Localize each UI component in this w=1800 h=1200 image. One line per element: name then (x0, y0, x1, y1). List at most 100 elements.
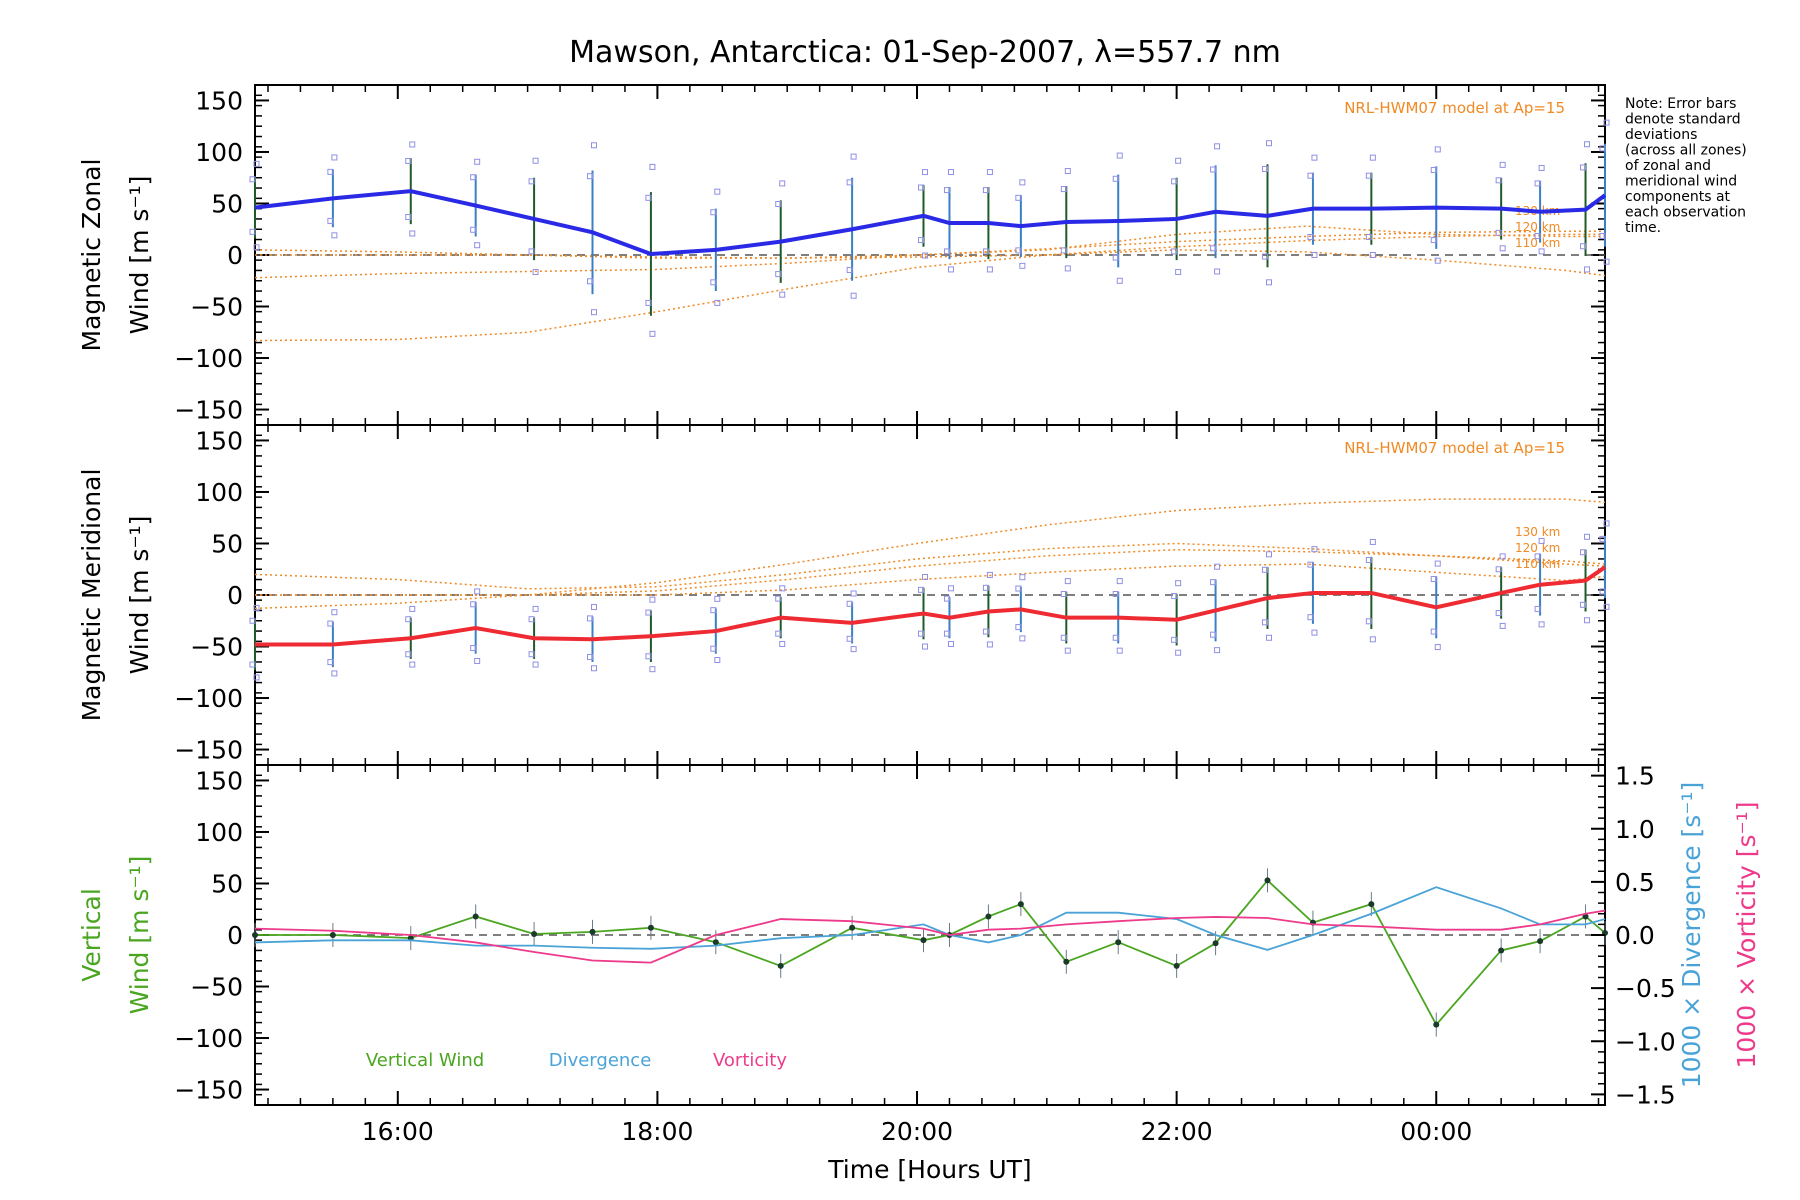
sample-point (1534, 553, 1541, 560)
sample-point (1430, 237, 1437, 244)
note-line: Note: Error bars (1625, 96, 1736, 112)
sample-point (1538, 621, 1545, 628)
y-tick-label: −50 (190, 293, 243, 322)
sample-point (775, 271, 782, 278)
sample-point (1307, 233, 1314, 240)
sample-point (1116, 647, 1123, 654)
sample-point (1365, 233, 1372, 240)
sample-point (1064, 578, 1071, 585)
sample-point (986, 571, 993, 578)
legend-divergence: Divergence (549, 1050, 652, 1071)
legend-vorticity: Vorticity (713, 1050, 787, 1071)
sample-point (409, 661, 416, 668)
model-curve (254, 233, 1605, 342)
y-tick-label: 100 (195, 818, 243, 847)
sample-point (986, 641, 993, 648)
sample-point (474, 588, 481, 595)
sample-point (1599, 232, 1606, 239)
y-tick-label: −50 (190, 973, 243, 1002)
chart-title: Mawson, Antarctica: 01-Sep-2007, λ=557.7… (569, 35, 1281, 70)
vertical-wind-point (1063, 958, 1070, 965)
sample-point (1112, 175, 1119, 182)
sample-point (922, 252, 929, 259)
sample-point (591, 604, 597, 611)
sample-point (1266, 551, 1272, 558)
model-curve (254, 498, 1606, 610)
sample-point (1214, 143, 1221, 150)
sample-point (587, 278, 593, 285)
sample-point (918, 184, 925, 191)
y-tick-label: 150 (195, 426, 243, 455)
sample-point (405, 213, 412, 220)
sample-point (943, 630, 950, 637)
y-tick-label: 50 (211, 529, 243, 558)
sample-point (645, 609, 652, 616)
note-line: each observation (1625, 205, 1746, 221)
note-line: meridional wind (1625, 174, 1737, 190)
sample-point (714, 657, 721, 664)
sample-point (1210, 245, 1217, 252)
y-tick-label: −100 (174, 684, 243, 713)
sample-point (1175, 580, 1182, 587)
sample-point (1603, 258, 1610, 265)
vertical-wind-point (589, 928, 596, 935)
sample-point (331, 154, 338, 161)
sample-point (1015, 247, 1022, 254)
sample-point (1499, 245, 1506, 252)
vertical-wind-point (647, 924, 654, 931)
sample-point (982, 187, 989, 194)
sample-point (649, 596, 656, 603)
vertical-wind-point (1264, 877, 1271, 884)
sample-point (1060, 590, 1067, 597)
note-line: components at (1625, 189, 1731, 205)
sample-point (1175, 269, 1182, 276)
sample-point (645, 299, 652, 306)
y2-tick-label: −0.5 (1615, 974, 1676, 1003)
sample-point (710, 209, 717, 216)
sample-point (710, 645, 717, 652)
sample-point (775, 201, 782, 208)
model-label: NRL-HWM07 model at Ap=15 (1344, 439, 1565, 457)
sample-point (591, 309, 597, 316)
vertical-wind-point (777, 962, 784, 969)
sample-point (1584, 533, 1591, 540)
vertical-wind-point (849, 924, 856, 931)
sample-point (943, 248, 950, 255)
sample-point (1175, 649, 1182, 656)
sample-point (528, 651, 535, 658)
sample-point (1112, 254, 1119, 261)
sample-point (1538, 248, 1545, 255)
series-line-magnetic-zonal-wind (254, 189, 1607, 256)
sample-point (1175, 157, 1182, 164)
model-level-label: 120 km (1515, 541, 1560, 555)
sample-point (470, 226, 477, 233)
sample-point (1210, 631, 1217, 638)
sample-point (922, 573, 929, 580)
sample-point (331, 609, 338, 616)
panel-zonal: −150 −100 −50 0 50 100 150 NRL-HWM07 model at A… (77, 84, 1610, 426)
note-line: deviations (1625, 127, 1697, 143)
series-line-divergence (254, 886, 1606, 951)
sample-point (1266, 634, 1272, 641)
sample-point (532, 157, 539, 164)
sample-point (850, 153, 857, 160)
y-label-line1: Vertical (77, 888, 106, 982)
sample-point (532, 269, 539, 276)
y2-tick-label: 1.0 (1615, 815, 1655, 844)
sample-point (1210, 166, 1217, 173)
sample-point (943, 187, 950, 194)
x-tick-label: 22:00 (1141, 1117, 1213, 1146)
sample-point (710, 279, 717, 286)
sample-point (1534, 605, 1541, 612)
model-label: NRL-HWM07 model at Ap=15 (1344, 99, 1565, 117)
sample-point (779, 180, 786, 187)
sample-point (1434, 644, 1441, 651)
sample-point (775, 595, 782, 602)
vertical-wind-point (1017, 901, 1024, 908)
sample-point (528, 248, 535, 255)
sample-point (249, 617, 256, 624)
sample-point (1430, 576, 1437, 583)
sample-point (327, 168, 334, 175)
sample-point (1064, 168, 1071, 175)
model-curve (254, 230, 1605, 279)
